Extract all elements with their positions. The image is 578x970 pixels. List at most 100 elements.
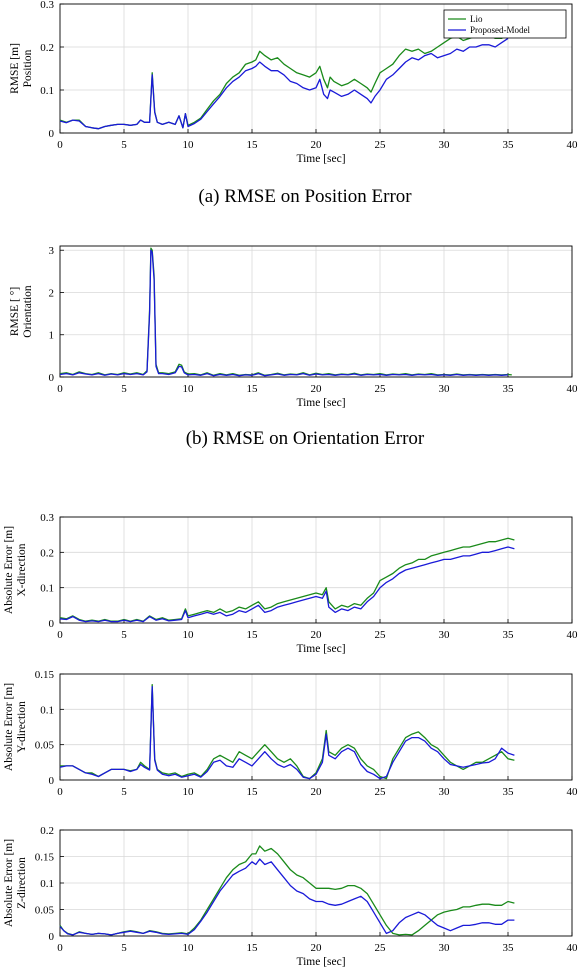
y-axis-sublabel: Z-direction bbox=[16, 857, 28, 909]
tick-label-y: 0.05 bbox=[35, 905, 55, 917]
tick-label-x: 5 bbox=[121, 942, 127, 954]
tick-label-x: 5 bbox=[121, 383, 127, 395]
tick-label-y: 0.1 bbox=[40, 85, 54, 97]
series-line-lio bbox=[60, 683, 515, 780]
tick-label-y: 0 bbox=[49, 372, 55, 384]
tick-label-x: 0 bbox=[57, 383, 63, 395]
plot-frame bbox=[59, 245, 573, 378]
chart-2: 0 5 10 15 20 25 30 35 40 0 1 2 3 Time [sec] RMSE [ °] O… bbox=[9, 245, 578, 409]
x-axis-label: Time [sec] bbox=[296, 643, 345, 655]
tick-label-y: 0.2 bbox=[40, 42, 54, 54]
tick-label-x: 20 bbox=[311, 139, 323, 151]
x-axis-label: Time [sec] bbox=[296, 153, 345, 165]
tick-label-x: 40 bbox=[567, 383, 578, 395]
y-axis-sublabel: Y-direction bbox=[16, 701, 28, 753]
tick-label-x: 30 bbox=[439, 942, 451, 954]
tick-label-x: 35 bbox=[503, 383, 515, 395]
chart-3: 0 5 10 15 20 25 30 35 40 0 0.1 0.2 0.3 Time [sec] Abso… bbox=[3, 512, 578, 655]
tick-label-x: 5 bbox=[121, 139, 127, 151]
tick-label-x: 10 bbox=[183, 629, 195, 641]
series-line-proposed-model bbox=[59, 686, 515, 780]
tick-label-x: 15 bbox=[247, 383, 259, 395]
series-line-proposed-model bbox=[59, 249, 509, 377]
tick-label-y: 0.15 bbox=[35, 669, 55, 681]
legend-box bbox=[443, 9, 567, 39]
tick-label-y: 0.1 bbox=[40, 583, 54, 595]
tick-label-x: 40 bbox=[567, 139, 578, 151]
tick-label-x: 20 bbox=[311, 383, 323, 395]
chart-5: 0 5 10 15 20 25 30 35 40 0 0.05 0.1 0.15 0.2 Time [sec… bbox=[3, 825, 578, 968]
tick-label-x: 15 bbox=[247, 786, 259, 798]
tick-label-x: 15 bbox=[247, 139, 259, 151]
y-axis-label: Absolute Error [m] bbox=[3, 839, 15, 927]
tick-label-x: 25 bbox=[375, 383, 387, 395]
tick-label-y: 0.05 bbox=[35, 740, 55, 752]
plot-frame bbox=[59, 516, 573, 624]
tick-label-y: 0.15 bbox=[35, 852, 55, 864]
tick-label-y: 0.1 bbox=[40, 704, 54, 716]
series-line-lio bbox=[59, 537, 515, 622]
caption-a: (a) RMSE on Position Error bbox=[198, 186, 412, 207]
legend-entry: Lio bbox=[470, 14, 483, 24]
tick-label-x: 10 bbox=[183, 942, 195, 954]
tick-label-x: 20 bbox=[311, 786, 323, 798]
tick-label-y: 3 bbox=[49, 245, 55, 257]
y-axis-label: RMSE [m] bbox=[9, 43, 21, 94]
y-axis-sublabel: Orientation bbox=[22, 285, 34, 338]
tick-label-x: 0 bbox=[57, 942, 63, 954]
tick-label-x: 0 bbox=[57, 786, 63, 798]
series-line-proposed-model bbox=[59, 37, 509, 130]
x-axis-label: Time [sec] bbox=[296, 956, 345, 968]
series-line-lio bbox=[59, 845, 515, 936]
tick-label-y: 0.2 bbox=[40, 547, 54, 559]
tick-label-x: 25 bbox=[375, 786, 387, 798]
tick-label-y: 1 bbox=[49, 330, 55, 342]
tick-label-x: 35 bbox=[503, 139, 515, 151]
x-axis-label: Time [sec] bbox=[296, 397, 345, 409]
tick-label-x: 30 bbox=[439, 383, 451, 395]
tick-label-x: 25 bbox=[375, 139, 387, 151]
chart-4: 0 5 10 15 20 25 30 35 40 0 0.05 0.1 0.15 Absolute Err… bbox=[3, 669, 578, 798]
caption-b: (b) RMSE on Orientation Error bbox=[186, 428, 425, 449]
tick-label-x: 40 bbox=[567, 629, 578, 641]
tick-label-x: 0 bbox=[57, 629, 63, 641]
tick-label-x: 0 bbox=[57, 139, 63, 151]
y-axis-sublabel: X-direction bbox=[16, 543, 28, 596]
tick-label-x: 20 bbox=[311, 629, 323, 641]
tick-label-x: 15 bbox=[247, 629, 259, 641]
tick-label-x: 10 bbox=[183, 383, 195, 395]
y-axis-label: Absolute Error [m] bbox=[3, 683, 15, 771]
tick-label-y: 0 bbox=[49, 931, 55, 943]
series-line-proposed-model bbox=[59, 858, 515, 936]
tick-label-x: 35 bbox=[503, 942, 515, 954]
y-axis-label: Absolute Error [m] bbox=[3, 526, 15, 614]
tick-label-y: 0 bbox=[49, 128, 55, 140]
chart-1: 0 5 10 15 20 25 30 35 40 0 0.1 0.2 0.3 Time [sec] RMSE… bbox=[9, 0, 578, 165]
tick-label-x: 25 bbox=[375, 942, 387, 954]
tick-label-y: 0 bbox=[49, 775, 55, 787]
tick-label-x: 15 bbox=[247, 942, 259, 954]
tick-label-x: 5 bbox=[121, 786, 127, 798]
tick-label-x: 10 bbox=[183, 139, 195, 151]
tick-label-y: 0.3 bbox=[40, 512, 54, 524]
tick-label-x: 10 bbox=[183, 786, 195, 798]
tick-label-x: 35 bbox=[503, 629, 515, 641]
plot-frame bbox=[59, 673, 573, 781]
tick-label-y: 0.2 bbox=[40, 825, 54, 837]
series-line-proposed-model bbox=[59, 546, 515, 623]
tick-label-y: 0.3 bbox=[40, 0, 54, 11]
plot-frame bbox=[59, 3, 573, 134]
legend-entry: Proposed-Model bbox=[470, 25, 530, 35]
tick-label-x: 35 bbox=[503, 786, 515, 798]
tick-label-x: 5 bbox=[121, 629, 127, 641]
tick-label-x: 40 bbox=[567, 942, 578, 954]
plot-frame bbox=[59, 829, 573, 937]
tick-label-x: 30 bbox=[439, 629, 451, 641]
tick-label-x: 30 bbox=[439, 786, 451, 798]
tick-label-y: 0.1 bbox=[40, 878, 54, 890]
tick-label-x: 20 bbox=[311, 942, 323, 954]
tick-label-y: 0 bbox=[49, 618, 55, 630]
tick-label-y: 2 bbox=[49, 287, 55, 299]
